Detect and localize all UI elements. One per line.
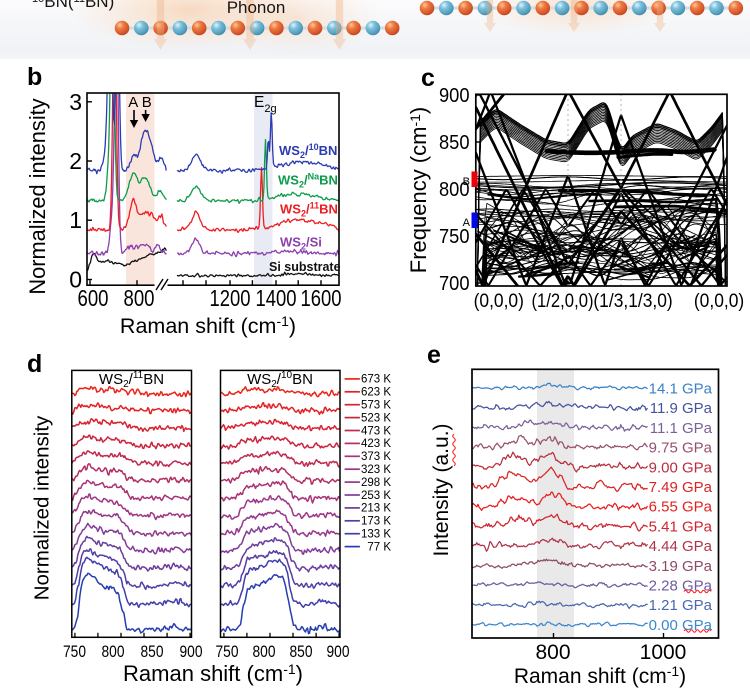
svg-text:750: 750	[63, 642, 86, 661]
svg-text:B: B	[142, 94, 152, 111]
svg-text:WS2/10BN: WS2/10BN	[279, 142, 337, 160]
svg-text:473 K: 473 K	[361, 425, 391, 437]
svg-text:(0,0,0): (0,0,0)	[474, 291, 524, 312]
svg-text:0: 0	[69, 267, 82, 293]
svg-text:Raman shift (cm-1): Raman shift (cm-1)	[514, 663, 686, 688]
svg-text:373 K: 373 K	[361, 451, 391, 463]
svg-text:850: 850	[141, 642, 164, 661]
svg-text:Intensity (a.u.): Intensity (a.u.)	[430, 423, 453, 556]
svg-text:600: 600	[78, 285, 109, 311]
svg-text:c: c	[421, 64, 435, 92]
svg-text:213 K: 213 K	[361, 503, 391, 515]
svg-text:Raman shift (cm-1): Raman shift (cm-1)	[120, 313, 296, 338]
svg-text:6.55 GPa: 6.55 GPa	[649, 499, 713, 516]
svg-text:Normalized intensity: Normalized intensity	[25, 98, 50, 294]
svg-text:10BN(11BN): 10BN(11BN)	[32, 0, 114, 11]
svg-text:900: 900	[439, 85, 470, 107]
svg-text:Normalized intensity: Normalized intensity	[31, 415, 54, 600]
svg-text:e: e	[427, 341, 441, 369]
svg-text:WS2/10BN: WS2/10BN	[247, 370, 313, 390]
svg-text:3.19 GPa: 3.19 GPa	[649, 558, 713, 575]
svg-text:750: 750	[216, 642, 239, 661]
svg-text:3: 3	[69, 89, 82, 115]
svg-text:11.9 GPa: 11.9 GPa	[650, 400, 713, 417]
svg-text:d: d	[27, 350, 42, 378]
svg-text:133 K: 133 K	[361, 529, 391, 541]
svg-text:800: 800	[253, 642, 276, 661]
svg-text:750: 750	[439, 226, 470, 248]
svg-text:173 K: 173 K	[361, 516, 391, 528]
svg-text:(1/2,0,0): (1/2,0,0)	[532, 291, 594, 312]
svg-text:9.75 GPa: 9.75 GPa	[649, 440, 713, 457]
svg-text:850: 850	[439, 132, 470, 154]
svg-text:850: 850	[290, 642, 313, 661]
svg-text:2.28 GPa: 2.28 GPa	[649, 578, 713, 595]
svg-text:9.00 GPa: 9.00 GPa	[649, 459, 713, 476]
svg-text:(1/3,1/3,0): (1/3,1/3,0)	[593, 291, 672, 312]
svg-text:b: b	[27, 63, 42, 91]
svg-text:WS2/11BN: WS2/11BN	[280, 201, 338, 219]
svg-text:423 K: 423 K	[361, 438, 391, 450]
svg-text:Phonon: Phonon	[227, 0, 286, 17]
svg-text:0.00 GPa: 0.00 GPa	[649, 617, 713, 634]
svg-text:800: 800	[102, 642, 125, 661]
svg-text:2: 2	[69, 148, 82, 174]
svg-text:Raman shift (cm-1): Raman shift (cm-1)	[123, 661, 303, 686]
svg-text:700: 700	[439, 273, 470, 295]
svg-text:11.1 GPa: 11.1 GPa	[650, 420, 713, 437]
svg-text:800: 800	[439, 179, 470, 201]
svg-text:Frequency (cm-1): Frequency (cm-1)	[406, 107, 431, 274]
svg-text:1.21 GPa: 1.21 GPa	[649, 597, 713, 614]
svg-text:253 K: 253 K	[361, 490, 391, 502]
svg-text:WS2/Si: WS2/Si	[280, 235, 322, 252]
svg-text:900: 900	[327, 642, 350, 661]
svg-text:Si substrate: Si substrate	[269, 260, 341, 274]
svg-text:A: A	[463, 217, 471, 229]
svg-text:800: 800	[535, 641, 570, 664]
svg-text:800: 800	[124, 285, 155, 311]
svg-text:B: B	[463, 176, 470, 188]
svg-text:1200: 1200	[210, 285, 251, 311]
svg-text:WS2/11BN: WS2/11BN	[99, 370, 164, 390]
svg-text:WS2/NaBN: WS2/NaBN	[278, 172, 338, 190]
svg-text:573 K: 573 K	[361, 400, 391, 412]
svg-text:523 K: 523 K	[361, 412, 391, 424]
svg-text:623 K: 623 K	[361, 387, 391, 399]
svg-text:1600: 1600	[301, 285, 342, 311]
svg-text:A: A	[128, 94, 138, 111]
svg-text:1000: 1000	[640, 641, 687, 664]
svg-text:298 K: 298 K	[361, 477, 391, 489]
svg-text:14.1 GPa: 14.1 GPa	[649, 381, 713, 398]
svg-text:7.49 GPa: 7.49 GPa	[649, 479, 713, 496]
svg-text:5.41 GPa: 5.41 GPa	[649, 518, 713, 535]
svg-text:673 K: 673 K	[361, 374, 391, 386]
svg-text:1400: 1400	[256, 285, 297, 311]
svg-text:323 K: 323 K	[361, 464, 391, 476]
svg-text:1: 1	[69, 207, 82, 233]
svg-text:900: 900	[180, 642, 203, 661]
svg-text:4.44 GPa: 4.44 GPa	[649, 538, 713, 555]
svg-text:77 K: 77 K	[367, 541, 391, 553]
svg-text:(0,0,0): (0,0,0)	[694, 291, 744, 312]
